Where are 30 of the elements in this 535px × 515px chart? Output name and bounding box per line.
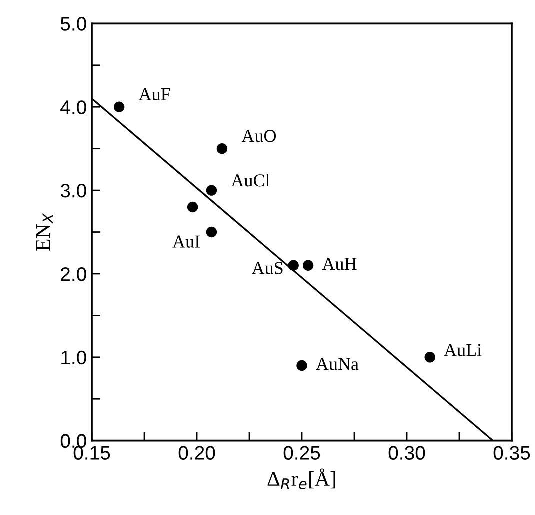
x-tick-label: 0.15: [74, 446, 110, 460]
y-axis-title: EN$_{X}$: [36, 213, 54, 251]
x-tick-label: 0.25: [284, 446, 320, 460]
annotation: AuH: [322, 258, 357, 270]
point: [216, 143, 228, 154]
annotation: AuF: [138, 88, 170, 101]
x-tick-label: 0.20: [178, 446, 216, 460]
point: [206, 226, 218, 238]
annotation: AuS: [252, 262, 283, 274]
annotation: AuO: [242, 130, 276, 142]
y-tick-label: 3.0: [60, 184, 86, 198]
y-tick-label: 1.0: [62, 350, 86, 365]
y-tick-label: 5.0: [60, 17, 86, 31]
x-tick-label: 0.30: [388, 446, 426, 460]
point: [206, 185, 218, 196]
point: [424, 352, 436, 363]
point: [114, 102, 125, 112]
point: [288, 260, 299, 271]
y-tick-label: 0.0: [60, 434, 86, 448]
annotation: AuNa: [316, 358, 359, 370]
annotation: AuI: [172, 236, 200, 248]
annotation: AuLi: [444, 344, 482, 356]
point: [187, 202, 198, 213]
x-axis-title: Δ$_{R}$r$_{e}$[Å]: [268, 468, 336, 490]
point: [302, 260, 314, 271]
point: [296, 360, 308, 372]
x-tick-label: 0.35: [494, 446, 530, 460]
annotation: AuCl: [231, 174, 270, 187]
y-tick-label: 2.0: [61, 267, 86, 282]
y-tick-label: 4.0: [60, 100, 86, 114]
